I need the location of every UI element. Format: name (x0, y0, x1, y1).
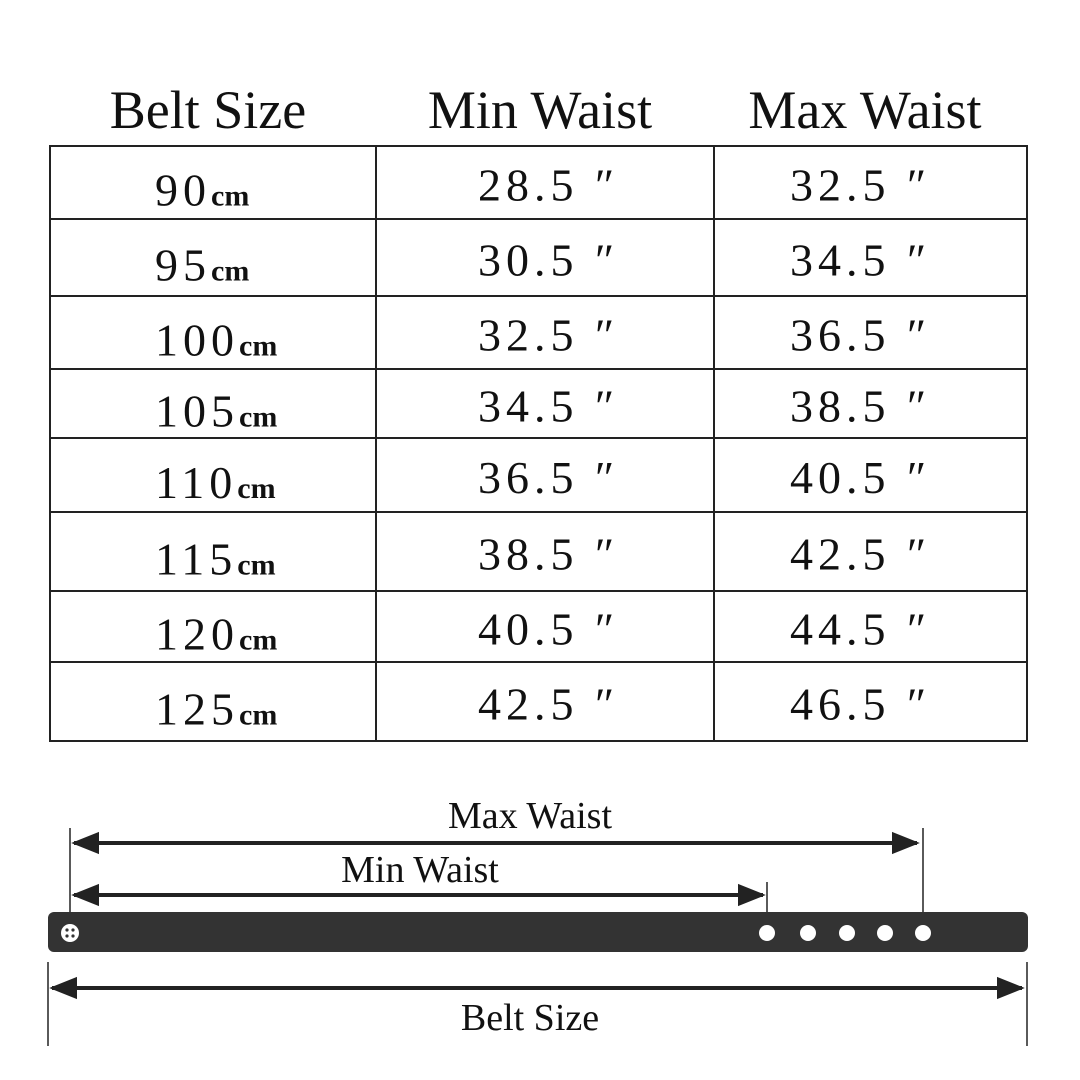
belt-hole (877, 925, 893, 941)
min-waist-cell: 40.5 ″ (478, 604, 619, 655)
belt-size-unit: cm (211, 180, 249, 213)
column-header: Min Waist (428, 80, 652, 140)
min-waist-cell: 28.5 ″ (478, 160, 619, 211)
belt-size-unit: cm (239, 401, 277, 434)
belt-size-cell: 90cm (155, 165, 249, 216)
column-header: Belt Size (110, 80, 306, 140)
belt-size-cell: 115cm (155, 534, 276, 585)
belt-size: 105 (155, 386, 239, 437)
max-waist-cell: 32.5 ″ (790, 160, 931, 211)
belt-hole (839, 925, 855, 941)
belt-size: 90 (155, 165, 211, 216)
belt-size-unit: cm (239, 330, 277, 363)
max-waist-cell: 38.5 ″ (790, 381, 931, 432)
belt-size-cell: 100cm (155, 315, 277, 366)
min-waist-cell: 30.5 ″ (478, 235, 619, 286)
table-border (49, 145, 1028, 742)
max-label: Max Waist (448, 795, 613, 837)
belt-size: 95 (155, 240, 211, 291)
belt-size-cell: 110cm (155, 457, 276, 508)
belt-size-cell: 120cm (155, 609, 277, 660)
buckle-dot (65, 934, 69, 938)
max-waist-cell: 46.5 ″ (790, 679, 931, 730)
min-waist-cell: 36.5 ″ (478, 452, 619, 503)
belt-size-unit: cm (211, 255, 249, 288)
belt-size-unit: cm (237, 472, 275, 505)
max-waist-cell: 42.5 ″ (790, 529, 931, 580)
buckle-dot (71, 934, 75, 938)
max-waist-cell: 36.5 ″ (790, 310, 931, 361)
belt-size: 110 (155, 457, 237, 508)
min-waist-cell: 38.5 ″ (478, 529, 619, 580)
belt-size: 125 (155, 684, 239, 735)
buckle-dot (65, 928, 69, 932)
belt-hole (915, 925, 931, 941)
max-waist-cell: 34.5 ″ (790, 235, 931, 286)
belt-size: 115 (155, 534, 237, 585)
belt-size: 100 (155, 315, 239, 366)
max-waist-cell: 40.5 ″ (790, 452, 931, 503)
belt-diagram: Max Waist Min Waist Belt Size (47, 795, 1028, 1046)
belt-size-cell: 105cm (155, 386, 277, 437)
buckle-dot (71, 928, 75, 932)
column-header: Max Waist (748, 80, 981, 140)
min-waist-cell: 42.5 ″ (478, 679, 619, 730)
min-waist-cell: 34.5 ″ (478, 381, 619, 432)
buckle (61, 924, 79, 942)
belt (48, 912, 1028, 952)
belt-size-cell: 125cm (155, 684, 277, 735)
belt-size-unit: cm (239, 624, 277, 657)
belt-size-unit: cm (239, 699, 277, 732)
belt-hole (759, 925, 775, 941)
min-waist-cell: 32.5 ″ (478, 310, 619, 361)
belt-size-unit: cm (237, 549, 275, 582)
belt-label: Belt Size (461, 997, 599, 1039)
belt-size-cell: 95cm (155, 240, 249, 291)
belt-hole (800, 925, 816, 941)
belt-size: 120 (155, 609, 239, 660)
max-waist-cell: 44.5 ″ (790, 604, 931, 655)
min-label: Min Waist (341, 849, 499, 891)
